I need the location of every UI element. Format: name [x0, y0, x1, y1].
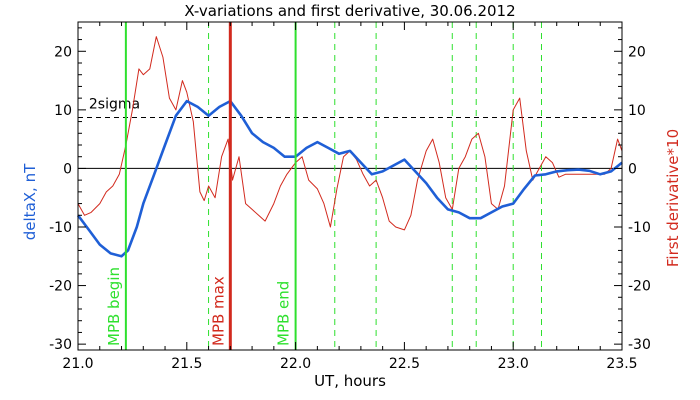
y-axis-right-label: First derivative*10 [664, 129, 682, 267]
y-tick-label-right-1: -20 [628, 279, 651, 295]
y-tick-label-left-3: 0 [63, 161, 72, 177]
y-tick-label-right-2: -10 [628, 220, 651, 236]
chart-title: X-variations and first derivative, 30.06… [184, 2, 515, 20]
x-tick-label-1: 21.5 [171, 356, 202, 372]
x-tick-label-2: 22.0 [280, 356, 311, 372]
x-tick-label-3: 22.5 [389, 356, 420, 372]
x-tick-label-4: 23.0 [498, 356, 529, 372]
y-tick-label-left-5: 20 [54, 44, 72, 60]
y-tick-label-right-5: 20 [628, 44, 646, 60]
y-axis-left-label: deltaX, nT [21, 163, 39, 240]
y-tick-label-right-4: 10 [628, 103, 646, 119]
marker-label-mpb-end: MPB end [275, 281, 293, 346]
x-axis-label: UT, hours [314, 372, 386, 390]
y-tick-label-right-3: 0 [628, 161, 637, 177]
deltax-series-line [76, 99, 623, 258]
x-tick-label-0: 21.0 [62, 356, 93, 372]
sigma-label: 2sigma [89, 96, 140, 112]
y-tick-label-left-1: -20 [49, 279, 72, 295]
y-tick-label-right-0: -30 [628, 337, 651, 353]
y-tick-label-left-0: -30 [49, 337, 72, 353]
marker-label-mpb-max: MPB max [209, 276, 227, 346]
plot-frame [77, 21, 623, 351]
plot-area: 2sigma MPB begin MPB max MPB end 21.0 21.5 22.… [49, 21, 651, 372]
marker-label-mpb-begin: MPB begin [105, 267, 123, 346]
y-tick-label-left-4: 10 [54, 103, 72, 119]
derivative-series-line [77, 36, 623, 231]
x-tick-label-5: 23.5 [606, 356, 637, 372]
y-tick-label-left-2: -10 [49, 220, 72, 236]
